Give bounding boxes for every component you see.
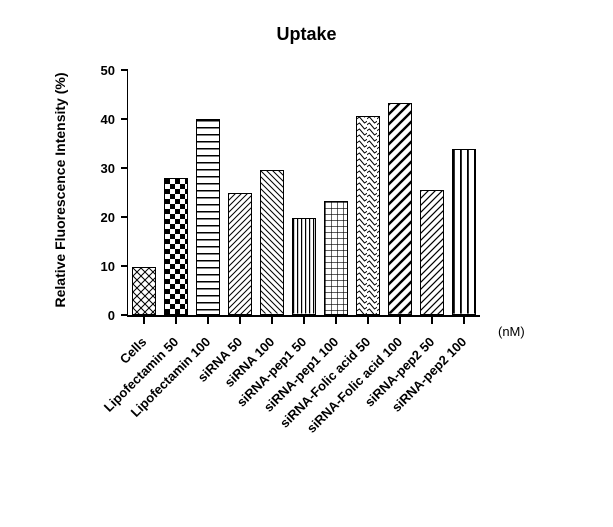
- x-tick: [367, 317, 369, 324]
- x-tick: [303, 317, 305, 324]
- y-axis-label: Relative Fluorescence Intensity (%): [52, 50, 68, 330]
- y-tick: [121, 265, 128, 267]
- x-axis-unit-label: (nM): [498, 324, 525, 339]
- bar: [196, 119, 221, 315]
- x-tick: [399, 317, 401, 324]
- x-tick: [239, 317, 241, 324]
- y-tick: [121, 69, 128, 71]
- y-tick: [121, 167, 128, 169]
- plot-area: 01020304050 CellsLipofectamin 50Lipofect…: [128, 70, 480, 315]
- bar: [420, 190, 445, 315]
- y-tick-label: 20: [81, 210, 115, 225]
- y-axis-line: [127, 70, 129, 315]
- x-tick: [175, 317, 177, 324]
- bar: [260, 170, 285, 315]
- x-tick: [207, 317, 209, 324]
- bar: [132, 267, 157, 315]
- bar: [452, 149, 477, 315]
- bar: [292, 218, 317, 315]
- y-tick-label: 50: [81, 63, 115, 78]
- bar: [388, 103, 413, 315]
- bar: [324, 201, 349, 315]
- chart-title: Uptake: [0, 24, 613, 45]
- bar: [228, 193, 253, 316]
- y-tick: [121, 216, 128, 218]
- x-tick: [143, 317, 145, 324]
- bar: [164, 178, 189, 315]
- bar: [356, 116, 381, 315]
- y-tick-label: 30: [81, 161, 115, 176]
- x-tick: [271, 317, 273, 324]
- y-tick-label: 0: [81, 308, 115, 323]
- x-tick: [431, 317, 433, 324]
- y-tick-label: 40: [81, 112, 115, 127]
- y-tick: [121, 118, 128, 120]
- y-tick: [121, 314, 128, 316]
- y-tick-label: 10: [81, 259, 115, 274]
- x-tick: [335, 317, 337, 324]
- x-tick: [463, 317, 465, 324]
- uptake-bar-chart: Uptake Relative Fluorescence Intensity (…: [0, 0, 613, 527]
